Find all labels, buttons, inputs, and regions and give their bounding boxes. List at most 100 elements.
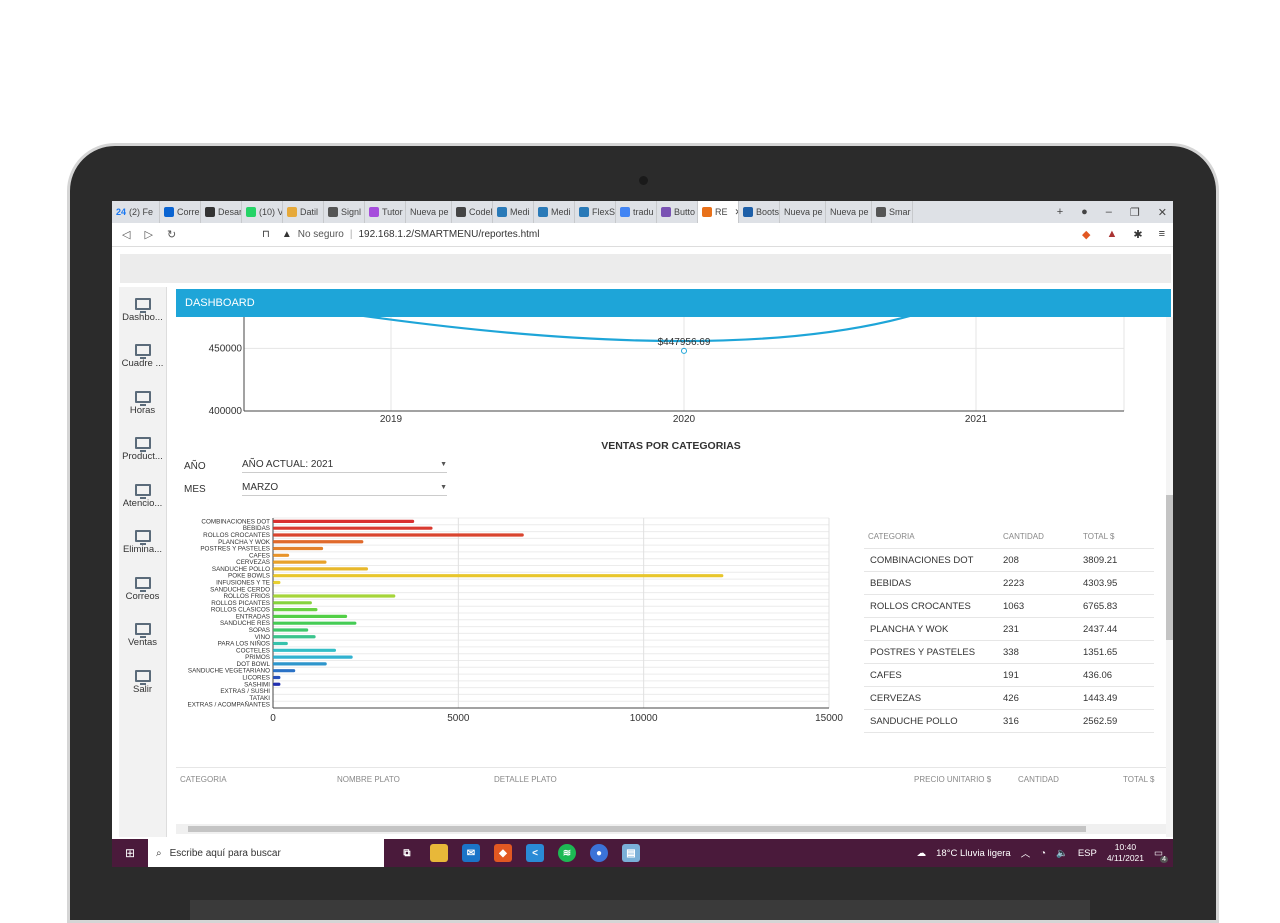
- bar[interactable]: [273, 519, 415, 523]
- tab-label: (10) V: [259, 207, 283, 217]
- mail-icon[interactable]: ✉: [462, 844, 480, 862]
- tray-chevron-icon[interactable]: ︿: [1020, 849, 1031, 860]
- windows-start-icon[interactable]: ⊞: [124, 846, 136, 860]
- notes-app-icon[interactable]: ▤: [622, 844, 640, 862]
- bar[interactable]: [273, 648, 337, 652]
- profile-icon[interactable]: ●: [1081, 205, 1088, 218]
- clock[interactable]: 10:40 4/11/2021: [1107, 842, 1144, 864]
- spotify-icon[interactable]: ≋: [558, 844, 576, 862]
- tab-favicon-icon: [743, 207, 753, 217]
- category-label: EXTRAS / ACOMPAÑANTES: [188, 700, 270, 709]
- taskbar-search[interactable]: ⌕ Escribe aquí para buscar: [148, 839, 384, 867]
- sidebar-item[interactable]: Atencio...: [119, 473, 166, 520]
- browser-tab[interactable]: Smar: [872, 201, 913, 223]
- bar[interactable]: [273, 560, 327, 564]
- bar[interactable]: [273, 567, 368, 571]
- bar[interactable]: [273, 601, 312, 605]
- table-cell: POSTRES Y PASTELES: [870, 646, 976, 658]
- bar[interactable]: [273, 540, 364, 544]
- browser-tab[interactable]: Desar: [201, 201, 242, 223]
- table-cell: 1443.49: [1083, 692, 1118, 704]
- bar[interactable]: [273, 553, 290, 557]
- vertical-scroll-thumb[interactable]: [1166, 495, 1173, 640]
- reload-icon[interactable]: ↻: [166, 229, 177, 241]
- menu-icon[interactable]: ≡: [1158, 228, 1165, 240]
- bookmark-icon[interactable]: ⊓: [262, 229, 270, 240]
- file-explorer-icon[interactable]: [430, 844, 448, 862]
- month-select[interactable]: MARZO ▼: [242, 480, 447, 496]
- forward-icon[interactable]: ▷: [144, 229, 153, 241]
- restore-icon[interactable]: ❐: [1129, 206, 1140, 219]
- new-tab-icon[interactable]: +: [1056, 205, 1064, 218]
- close-tab-icon[interactable]: ✕: [735, 207, 738, 218]
- browser-tab[interactable]: Signl: [324, 201, 365, 223]
- bar[interactable]: [273, 594, 396, 598]
- brave-icon[interactable]: ◆: [494, 844, 512, 862]
- sidebar-item[interactable]: Product...: [119, 427, 166, 474]
- bar[interactable]: [273, 526, 433, 530]
- vertical-scrollbar[interactable]: [1166, 317, 1173, 837]
- browser-tab[interactable]: Nueva pe: [406, 201, 452, 223]
- vscode-icon[interactable]: <: [526, 844, 544, 862]
- horizontal-scroll-thumb[interactable]: [188, 826, 1086, 832]
- language-indicator[interactable]: ESP: [1077, 847, 1097, 859]
- task-view-icon[interactable]: ⧉: [403, 847, 411, 859]
- sidebar-item[interactable]: Salir: [119, 659, 166, 706]
- search-placeholder: Escribe aquí para buscar: [169, 847, 281, 859]
- bar[interactable]: [273, 580, 281, 585]
- bar[interactable]: [273, 655, 353, 659]
- close-icon[interactable]: ✕: [1157, 206, 1167, 219]
- bar[interactable]: [273, 628, 309, 632]
- sidebar-item[interactable]: Ventas: [119, 613, 166, 660]
- volume-icon[interactable]: 🔈: [1055, 847, 1068, 859]
- browser-tab[interactable]: Nueva pe: [780, 201, 826, 223]
- sidebar-item[interactable]: Horas: [119, 380, 166, 427]
- browser-tab[interactable]: tradu: [616, 201, 657, 223]
- bar[interactable]: [273, 533, 524, 537]
- firefox-icon[interactable]: ●: [590, 844, 608, 862]
- back-icon[interactable]: ◁: [122, 229, 131, 241]
- sidebar-item[interactable]: Correos: [119, 566, 166, 613]
- browser-tab[interactable]: Boots: [739, 201, 780, 223]
- table-cell: CAFES: [870, 669, 902, 681]
- browser-tab[interactable]: RE ✕: [698, 201, 739, 223]
- browser-tab[interactable]: Tutor: [365, 201, 406, 223]
- bar[interactable]: [273, 614, 348, 618]
- browser-tab[interactable]: Corre: [160, 201, 201, 223]
- bar[interactable]: [273, 682, 281, 686]
- bar[interactable]: [273, 662, 327, 666]
- bar[interactable]: [273, 641, 288, 646]
- bar[interactable]: [273, 546, 324, 551]
- weather-text[interactable]: 18°C Lluvia ligera: [936, 847, 1011, 859]
- browser-tab[interactable]: Nueva pe: [826, 201, 872, 223]
- brave-shield-icon[interactable]: ◆: [1082, 229, 1091, 241]
- browser-tab[interactable]: Butto: [657, 201, 698, 223]
- bar[interactable]: [273, 669, 296, 673]
- data-point[interactable]: [681, 347, 687, 354]
- sidebar-item[interactable]: Elimina...: [119, 520, 166, 567]
- sidebar-item[interactable]: Dashbo...: [119, 287, 166, 334]
- tab-label: Medi: [551, 207, 571, 217]
- notifications-icon[interactable]: ▭ 4: [1154, 847, 1168, 863]
- bar[interactable]: [273, 621, 357, 625]
- category-label: SANDUCHE POLLO: [212, 566, 270, 573]
- sidebar-item[interactable]: Cuadre ...: [119, 334, 166, 381]
- network-icon[interactable]: ◔: [1040, 847, 1046, 859]
- horizontal-scrollbar[interactable]: [176, 824, 1166, 834]
- minimize-icon[interactable]: –: [1105, 205, 1112, 218]
- bar[interactable]: [273, 574, 724, 578]
- bar[interactable]: [273, 608, 318, 612]
- bar[interactable]: [273, 675, 281, 680]
- bar[interactable]: [273, 635, 316, 639]
- browser-tab[interactable]: 24 (2) Fe: [112, 201, 160, 223]
- browser-tab[interactable]: (10) V: [242, 201, 283, 223]
- url-field[interactable]: ▲ No seguro | 192.168.1.2/SMARTMENU/repo…: [281, 229, 540, 240]
- browser-tab[interactable]: Codel: [452, 201, 493, 223]
- extensions-icon[interactable]: ✱: [1133, 229, 1143, 241]
- browser-tab[interactable]: Datil: [283, 201, 324, 223]
- browser-tab[interactable]: Medi: [534, 201, 575, 223]
- browser-tab[interactable]: FlexSl: [575, 201, 616, 223]
- browser-tab[interactable]: Medi: [493, 201, 534, 223]
- year-select[interactable]: AÑO ACTUAL: 2021 ▼: [242, 457, 447, 473]
- rewards-icon[interactable]: ▲: [1106, 228, 1118, 240]
